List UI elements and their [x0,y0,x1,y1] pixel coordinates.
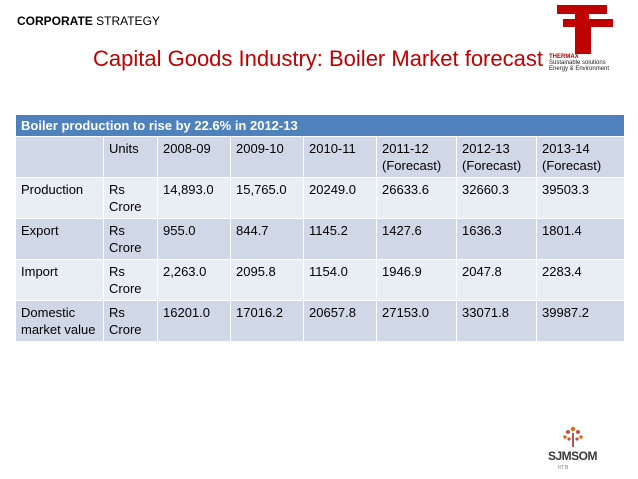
table-cell: 2095.8 [230,259,304,301]
table-cell: 2047.8 [456,259,537,301]
row-label: Export [15,218,104,260]
table-caption-row: Boiler production to rise by 22.6% in 20… [14,114,626,137]
table-cell: 15,765.0 [230,177,304,219]
table-row: Production Rs Crore 14,893.0 15,765.0 20… [15,177,626,219]
table-cell: 39503.3 [535,177,626,219]
table-cell: 17016.2 [230,300,304,342]
table-cell: 844.7 [230,218,304,260]
sjmsom-subtext: IIT B [558,465,569,471]
header-cell [15,136,104,178]
table-cell: 27153.0 [376,300,457,342]
table-cell: 32660.3 [456,177,537,219]
boiler-forecast-table: Boiler production to rise by 22.6% in 20… [14,114,626,342]
header-cell: 2009-10 [230,136,304,178]
table-cell: 20657.8 [303,300,377,342]
table-cell: 33071.8 [456,300,537,342]
row-label: Production [15,177,104,219]
header-cell: 2008-09 [157,136,231,178]
table-cell: 26633.6 [376,177,457,219]
table-cell: 2,263.0 [157,259,231,301]
header-cell: 2011-12 (Forecast) [376,136,457,178]
table-caption: Boiler production to rise by 22.6% in 20… [14,114,626,137]
table-cell: 1427.6 [376,218,457,260]
thermax-logo-icon [557,5,613,54]
tree-logo-icon [563,426,583,447]
header-cell: 2013-14 (Forecast) [535,136,626,178]
table-row: Domestic market value Rs Crore 16201.0 1… [15,300,626,342]
row-unit: Rs Crore [103,259,158,301]
table-cell: 39987.2 [535,300,626,342]
table-cell: 1946.9 [376,259,457,301]
row-unit: Rs Crore [103,300,158,342]
row-unit: Rs Crore [103,177,158,219]
section-header-bold: CORPORATE [17,14,93,28]
table-cell: 955.0 [157,218,231,260]
header-cell: 2010-11 [303,136,377,178]
logo-tagline-2: Energy & Environment [549,66,610,72]
table-cell: 1801.4 [535,218,626,260]
section-header-rest: STRATEGY [92,14,160,28]
slide-title: Capital Goods Industry: Boiler Market fo… [93,46,543,71]
logo-tagline-1: Sustainable solutions [549,60,606,66]
header-cell: 2012-13 (Forecast) [456,136,537,178]
section-header: CORPORATE STRATEGY [17,14,160,28]
table-cell: 2283.4 [535,259,626,301]
table-cell: 20249.0 [303,177,377,219]
header-cell: Units [103,136,158,178]
table-cell: 1145.2 [303,218,377,260]
table-cell: 16201.0 [157,300,231,342]
sjmsom-wordmark: SJMSOM [548,449,598,463]
row-unit: Rs Crore [103,218,158,260]
table-header-row: Units 2008-09 2009-10 2010-11 2011-12 (Fo… [15,136,626,178]
row-label: Import [15,259,104,301]
row-label: Domestic market value [15,300,104,342]
table-row: Import Rs Crore 2,263.0 2095.8 1154.0 19… [15,259,626,301]
table-row: Export Rs Crore 955.0 844.7 1145.2 1427.… [15,218,626,260]
table-cell: 1154.0 [303,259,377,301]
sjmsom-logo: SJMSOM IIT B [545,425,599,475]
logo-brand: THERMAX [549,54,579,60]
table-cell: 1636.3 [456,218,537,260]
table-cell: 14,893.0 [157,177,231,219]
thermax-logo: THERMAX Sustainable solutions Energy & E… [549,5,633,72]
